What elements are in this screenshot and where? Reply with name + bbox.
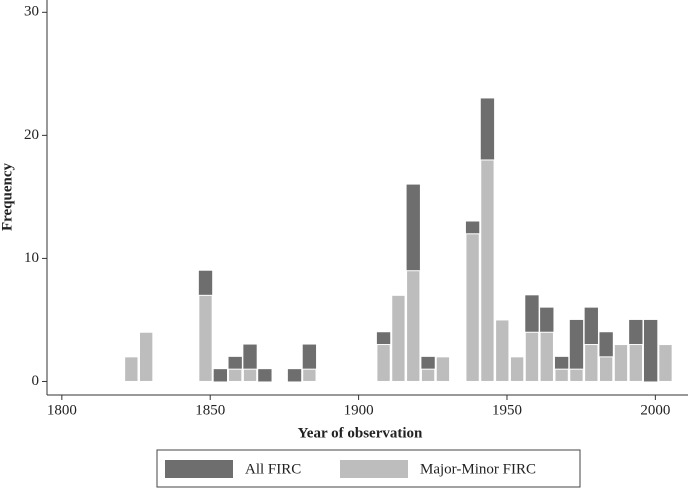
bar (554, 368, 569, 382)
y-tick-label: 30 (24, 4, 39, 20)
bar (539, 331, 554, 382)
bar (406, 270, 421, 382)
legend-swatch (340, 460, 408, 478)
bar (569, 319, 584, 382)
bar (628, 344, 643, 382)
legend-label: All FIRC (245, 461, 301, 477)
bar (569, 368, 584, 382)
legend-label: Major-Minor FIRC (420, 461, 536, 477)
y-tick-label: 20 (24, 127, 39, 143)
bar (584, 344, 599, 382)
bar (198, 294, 213, 382)
bar (509, 356, 525, 382)
y-tick-label: 10 (24, 250, 39, 266)
x-axis-title: Year of observation (298, 425, 423, 441)
bar (524, 331, 540, 382)
bar (124, 356, 139, 382)
bar (287, 369, 302, 382)
legend-box (156, 449, 581, 488)
bar (643, 319, 658, 382)
bar (391, 294, 406, 382)
x-tick-label: 2000 (640, 402, 670, 418)
bar (242, 368, 258, 382)
bar (138, 331, 154, 382)
bar (435, 356, 451, 382)
y-tick-label: 0 (32, 373, 40, 389)
bar (598, 356, 614, 382)
bar (302, 368, 317, 382)
x-tick-label: 1850 (195, 402, 225, 418)
bar (658, 344, 673, 382)
x-tick-label: 1950 (492, 402, 522, 418)
bar (613, 344, 629, 382)
bar (495, 319, 510, 382)
bar (465, 233, 480, 382)
bar (420, 368, 436, 382)
bar (228, 368, 243, 382)
x-tick-label: 1900 (344, 402, 374, 418)
bar (480, 159, 495, 382)
bar (376, 344, 391, 382)
bar (258, 369, 272, 382)
y-axis-title: Frequency (0, 162, 15, 231)
legend-swatch (165, 460, 233, 478)
bar (213, 369, 228, 382)
x-tick-label: 1800 (47, 402, 77, 418)
